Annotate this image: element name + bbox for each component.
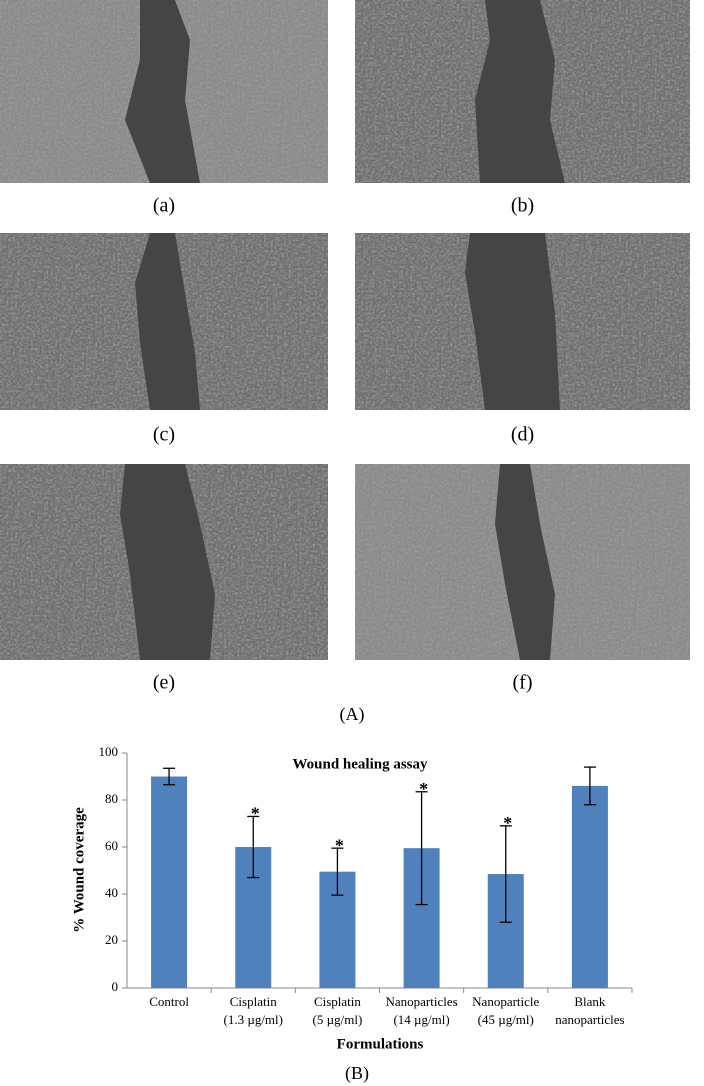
figure-label: (B) (345, 1063, 369, 1084)
significance-marker: * (251, 804, 260, 824)
figure-label: (A) (340, 704, 365, 725)
x-tick-label: Nanoparticles (385, 994, 457, 1009)
micrograph (0, 233, 328, 410)
wound-gap (125, 0, 200, 183)
x-tick-label: Control (149, 994, 189, 1009)
wound-gap (495, 464, 555, 660)
significance-marker: * (503, 813, 512, 833)
y-tick-label: 60 (105, 838, 118, 853)
x-tick-label: Cisplatin (230, 994, 277, 1009)
x-tick-label: (5 µg/ml) (313, 1012, 363, 1027)
x-tick-label: Blank (574, 994, 606, 1009)
panel-label: (e) (153, 672, 175, 694)
y-tick-label: 20 (105, 932, 118, 947)
x-axis-title: Formulations (337, 1036, 424, 1052)
panel-label: (b) (511, 195, 534, 217)
micrograph (355, 464, 690, 660)
micrograph (0, 0, 328, 183)
y-tick-label: 80 (105, 791, 118, 806)
significance-marker: * (419, 779, 428, 799)
bar (571, 785, 608, 988)
error-bar (331, 847, 344, 896)
x-tick-label: (45 µg/ml) (478, 1012, 534, 1027)
y-tick-label: 100 (99, 744, 119, 759)
micrograph (355, 233, 690, 410)
panel-label: (d) (511, 424, 534, 446)
wound-gap (135, 233, 200, 410)
x-tick-label: Cisplatin (314, 994, 361, 1009)
wound-gap (120, 464, 215, 660)
wound-gap (475, 0, 565, 183)
panel-label: (a) (153, 195, 175, 217)
x-tick-label: (1.3 µg/ml) (224, 1012, 283, 1027)
micrograph (0, 464, 328, 660)
error-bar (415, 791, 428, 906)
chart-title: Wound healing assay (292, 756, 428, 772)
error-bar (163, 767, 176, 786)
y-axis-title: % Wound coverage (71, 807, 87, 933)
panel-label: (c) (153, 424, 175, 446)
bar (151, 776, 188, 988)
error-bar (247, 815, 260, 879)
y-tick-label: 40 (105, 885, 118, 900)
y-tick-label: 0 (112, 979, 119, 994)
micrograph (355, 0, 690, 183)
wound-gap (465, 233, 560, 410)
panel-label: (f) (513, 672, 533, 694)
x-tick-label: nanoparticles (555, 1012, 624, 1027)
x-tick-label: Nanoparticle (472, 994, 539, 1009)
significance-marker: * (335, 835, 344, 855)
error-bar (583, 766, 596, 806)
error-bar (499, 825, 512, 923)
x-tick-label: (14 µg/ml) (393, 1012, 449, 1027)
